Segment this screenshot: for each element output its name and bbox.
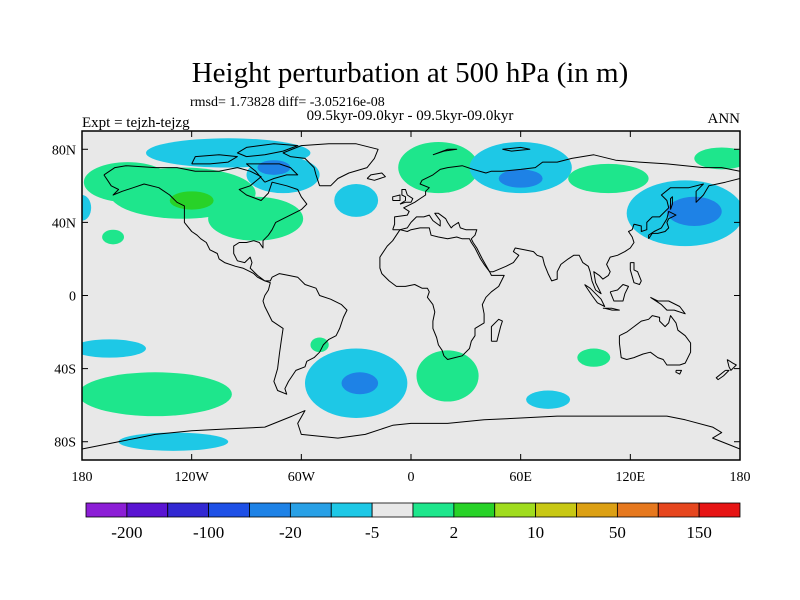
colorbar-box: [494, 502, 537, 518]
anomaly-layer: [82, 138, 740, 451]
colorbar-box: [330, 502, 373, 518]
coastline: [629, 262, 642, 285]
anomaly-region: [526, 390, 571, 409]
colorbar-label: -20: [279, 523, 302, 542]
x-tick-label: 180: [72, 470, 93, 485]
colorbar-box: [167, 502, 210, 518]
coastline: [366, 172, 386, 181]
coastline: [618, 315, 692, 366]
anomaly-region: [498, 169, 543, 188]
anomaly-region: [469, 141, 572, 194]
anomaly-region: [102, 229, 125, 245]
coastline: [432, 148, 458, 156]
colorbar-label: -200: [111, 523, 142, 542]
x-tick-label: 60W: [288, 470, 316, 485]
colorbar-label: 10: [527, 523, 544, 542]
coastline: [490, 318, 503, 342]
coastline: [392, 178, 740, 295]
anomaly-region: [398, 141, 479, 194]
colorbar-label: -5: [365, 523, 379, 542]
anomaly-region: [334, 184, 379, 217]
anomaly-region: [568, 163, 649, 194]
anomaly-region: [169, 191, 214, 210]
colorbar-box: [412, 502, 455, 518]
coastline: [502, 146, 531, 152]
colorbar-box: [85, 502, 128, 518]
colorbar-label: 2: [450, 523, 459, 542]
colorbar-label: 50: [609, 523, 626, 542]
anomaly-region: [310, 337, 329, 353]
colorbar-box: [616, 502, 659, 518]
coastline: [236, 143, 299, 158]
coastline: [715, 369, 730, 381]
coastline: [82, 410, 740, 450]
y-tick-label: 40N: [52, 216, 76, 231]
coastline: [648, 210, 677, 240]
anomaly-region: [341, 372, 379, 395]
x-tick-label: 180: [730, 470, 751, 485]
anomaly-region: [694, 147, 740, 170]
coastline: [399, 189, 414, 205]
anomaly-region: [208, 196, 304, 241]
map-area: 180 120W 60W 0 60E 120E 180 80N 40N 0 40S 80S: [52, 130, 751, 485]
y-tick-label: 0: [69, 290, 76, 305]
coastline: [650, 296, 686, 315]
anomaly-region: [118, 432, 229, 451]
plot-title: Height perturbation at 500 hPa (in m): [192, 57, 629, 89]
colorbar-box: [371, 502, 414, 518]
coastline: [392, 154, 740, 230]
x-tick-label: 60E: [509, 470, 532, 485]
anomaly-region: [416, 350, 479, 402]
x-tick-label: 0: [408, 470, 415, 485]
anomaly-region: [82, 372, 232, 417]
coastline: [670, 196, 673, 210]
coastline: [584, 284, 606, 307]
anomaly-region: [577, 348, 611, 367]
colorbar: -200 -100 -20 -5 2 10 50 150: [85, 502, 741, 542]
coastline: [392, 194, 401, 201]
x-tick-label: 120W: [175, 470, 210, 485]
x-tick-label: 120E: [616, 470, 646, 485]
anomaly-region: [666, 196, 722, 227]
colorbar-label: -100: [193, 523, 224, 542]
coastline: [726, 359, 737, 371]
coastline: [379, 227, 505, 360]
coastline-layer: [82, 143, 740, 450]
axes-layer: 180 120W 60W 0 60E 120E 180 80N 40N 0 40S 80S: [52, 131, 751, 485]
coastline: [103, 165, 348, 395]
season-label: ANN: [708, 111, 741, 127]
anomaly-region: [82, 194, 92, 221]
colorbar-box: [249, 502, 291, 518]
y-tick-label: 80N: [52, 143, 76, 158]
coastline: [675, 369, 682, 375]
y-tick-label: 40S: [54, 363, 76, 378]
colorbar-box: [535, 502, 577, 518]
coastline: [609, 284, 629, 302]
coastline: [246, 163, 299, 183]
anomaly-region: [257, 160, 291, 175]
colorbar-label: 150: [686, 523, 712, 542]
colorbar-box: [453, 502, 496, 518]
coastline: [191, 154, 238, 165]
period-label: 09.5kyr-09.0kyr - 09.5kyr-09.0kyr: [307, 108, 514, 124]
colorbar-box: [657, 502, 700, 518]
colorbar-box: [698, 502, 741, 518]
stats-line: rmsd= 1.73828 diff= -3.05216e-08: [190, 95, 385, 110]
colorbar-box: [576, 502, 618, 518]
anomaly-region: [82, 339, 146, 358]
coastline: [282, 143, 379, 187]
colorbar-box: [126, 502, 169, 518]
experiment-label: Expt = tejzh-tejzg: [82, 115, 190, 131]
colorbar-box: [289, 502, 332, 518]
y-tick-label: 80S: [54, 436, 76, 451]
colorbar-box: [208, 502, 250, 518]
coastline: [602, 307, 620, 311]
